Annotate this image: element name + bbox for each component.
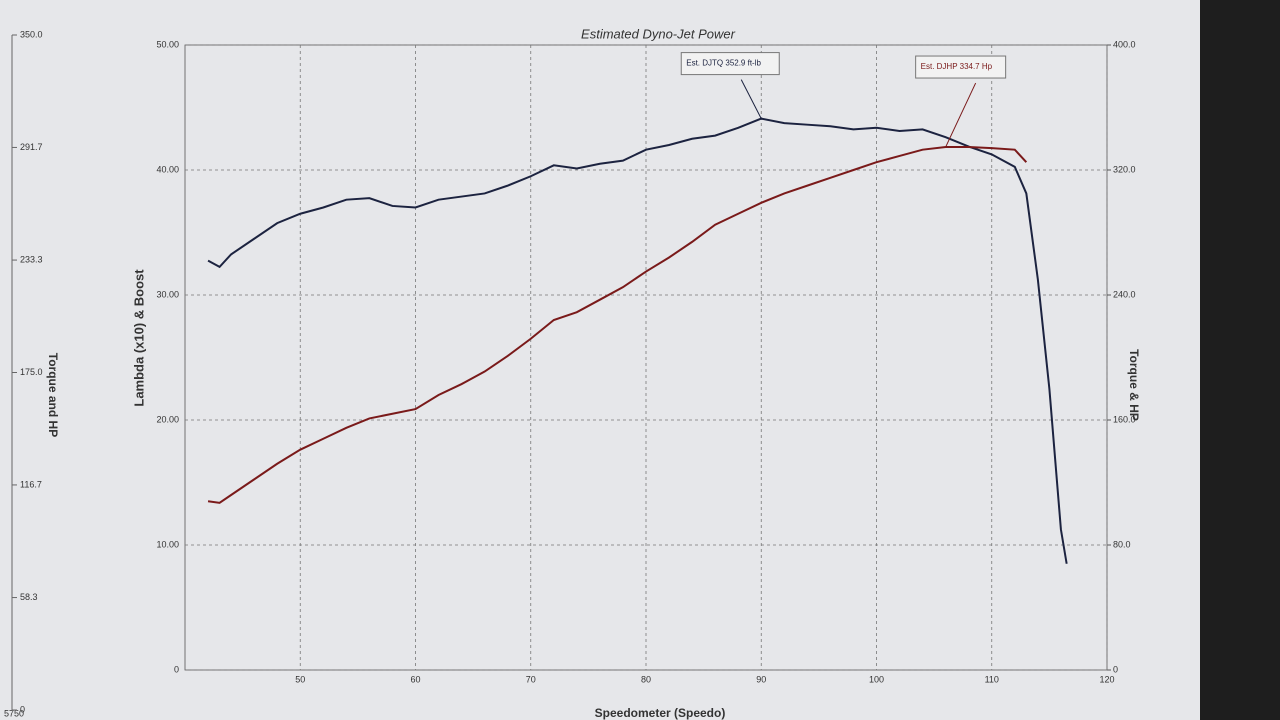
side-axis-tick-label: 175.0 bbox=[20, 367, 43, 377]
x-axis-label: Speedometer (Speedo) bbox=[595, 706, 726, 720]
side-axis-tick-label: 291.7 bbox=[20, 142, 43, 152]
x-tick-label: 110 bbox=[985, 674, 999, 684]
side-axis-corner-label: 5750 bbox=[4, 708, 24, 718]
y-tick-label: 10.00 bbox=[156, 539, 179, 549]
annotation-pointer bbox=[740, 79, 762, 119]
chart-title: Estimated Dyno-Jet Power bbox=[581, 26, 736, 41]
background bbox=[1200, 0, 1280, 720]
y-tick-label: 30.00 bbox=[156, 289, 179, 299]
x-tick-label: 90 bbox=[756, 674, 766, 684]
y2-axis-label: Torque & HP bbox=[1127, 349, 1141, 421]
paper bbox=[0, 0, 1215, 720]
y2-tick-label: 160.0 bbox=[1113, 414, 1136, 424]
series-line bbox=[207, 146, 1028, 504]
side-axis-tick-label: 233.3 bbox=[20, 254, 43, 264]
y2-tick-label: 240.0 bbox=[1113, 289, 1136, 299]
x-tick-label: 50 bbox=[295, 674, 305, 684]
y-tick-label: 40.00 bbox=[156, 164, 179, 174]
side-axis-tick-label: 0 bbox=[20, 704, 25, 714]
y-axis-label: Lambda (x10) & Boost bbox=[131, 269, 146, 407]
y-tick-label: 0 bbox=[174, 664, 179, 674]
y2-tick-label: 320.0 bbox=[1113, 164, 1136, 174]
x-tick-label: 60 bbox=[410, 674, 420, 684]
y-tick-label: 20.00 bbox=[156, 414, 179, 424]
y2-tick-label: 400.0 bbox=[1113, 39, 1136, 49]
annotation-box bbox=[915, 55, 1007, 79]
y2-tick-label: 80.0 bbox=[1113, 539, 1131, 549]
annotation-pointer bbox=[945, 82, 977, 148]
side-axis-tick-label: 350.0 bbox=[20, 29, 43, 39]
y-tick-label: 50.00 bbox=[156, 39, 179, 49]
side-axis-tick-label: 58.3 bbox=[20, 592, 38, 602]
annotation: Est. DJTQ 352.9 ft-lb bbox=[686, 59, 761, 68]
y2-tick-label: 0 bbox=[1113, 664, 1118, 674]
annotation-box bbox=[680, 52, 780, 76]
x-tick-label: 100 bbox=[869, 674, 884, 684]
x-tick-label: 80 bbox=[641, 674, 651, 684]
x-tick-label: 120 bbox=[1099, 674, 1114, 684]
x-tick-label: 70 bbox=[526, 674, 536, 684]
side-axis-tick-label: 116.7 bbox=[20, 479, 42, 489]
side-axis-label: Torque and HP bbox=[46, 353, 60, 437]
annotation: Est. DJHP 334.7 Hp bbox=[921, 62, 993, 71]
